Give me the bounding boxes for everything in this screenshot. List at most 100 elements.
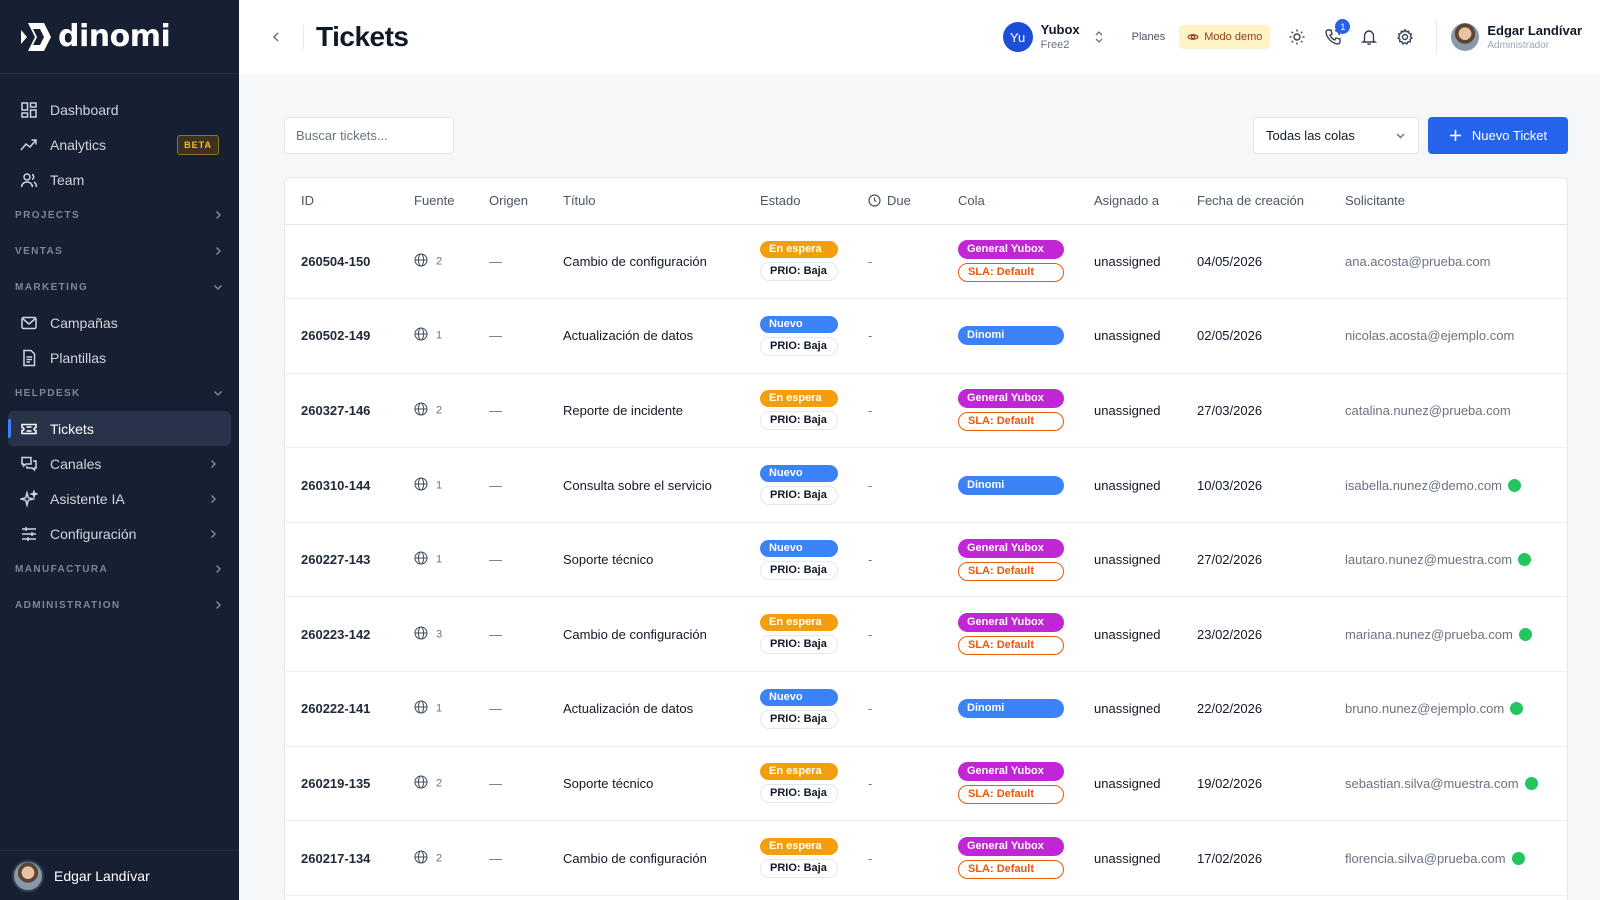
priority-badge: PRIO: Baja (760, 635, 838, 655)
section-manufactura[interactable]: MANUFACTURA (8, 551, 231, 587)
requester-email: mariana.nunez@prueba.com (1345, 626, 1513, 642)
ticket-title[interactable]: Cambio de configuración (563, 626, 707, 642)
ticket-queue-cell: General Yubox SLA: Default (942, 224, 1078, 299)
ticket-queue-cell: General Yubox SLA: Default (942, 746, 1078, 821)
ticket-id[interactable]: 260502-149 (301, 328, 371, 344)
ticket-title[interactable]: Soporte técnico (563, 552, 654, 568)
column-header-origen[interactable]: Origen (473, 178, 547, 225)
table-row[interactable]: 260223-142 3 — Cambio de configuración E… (285, 597, 1567, 672)
section-label: ADMINISTRATION (15, 599, 121, 611)
ticket-created-date: 17/02/2026 (1197, 850, 1263, 866)
user-menu[interactable]: Edgar Landívar Administrador (1436, 20, 1582, 54)
section-helpdesk[interactable]: HELPDESK (8, 375, 231, 411)
table-row[interactable]: 260504-150 2 — Cambio de configuración E… (285, 224, 1567, 299)
sidebar-item-configuracion[interactable]: Configuración (8, 516, 231, 551)
chevron-right-icon (210, 494, 217, 503)
ticket-assignee: unassigned (1094, 626, 1161, 642)
source-count: 2 (436, 404, 443, 417)
tickets-table: ID Fuente Origen Título Estado Due Cola … (284, 177, 1568, 900)
theme-toggle[interactable] (1288, 28, 1306, 46)
ticket-id[interactable]: 260223-142 (301, 626, 371, 642)
priority-badge: PRIO: Baja (760, 486, 838, 506)
online-status-dot (1508, 478, 1522, 492)
online-status-dot (1518, 553, 1532, 567)
sidebar-item-tickets[interactable]: Tickets (8, 411, 231, 446)
ticket-id[interactable]: 260227-143 (301, 552, 371, 568)
table-row[interactable]: 260222-141 1 — Actualización de datos Nu… (285, 672, 1567, 747)
column-header-estado[interactable]: Estado (744, 178, 852, 225)
queue-filter-select[interactable]: Todas las colas (1253, 117, 1419, 154)
table-row[interactable]: 260502-149 1 — Actualización de datos Nu… (285, 299, 1567, 374)
ticket-requester: mariana.nunez@prueba.com (1329, 597, 1567, 672)
org-avatar: Yu (1002, 22, 1033, 52)
chat-icon (21, 456, 37, 472)
gear-icon (1397, 28, 1414, 45)
ticket-id[interactable]: 260310-144 (301, 477, 371, 493)
sidebar-item-dashboard[interactable]: Dashboard (8, 92, 231, 127)
sidebar-item-campanas[interactable]: Campañas (8, 305, 231, 340)
column-header-cola[interactable]: Cola (942, 178, 1078, 225)
column-header-fecha[interactable]: Fecha de creación (1181, 178, 1329, 225)
ticket-id[interactable]: 260219-135 (301, 775, 371, 791)
ticket-title[interactable]: Actualización de datos (563, 701, 694, 717)
ticket-id[interactable]: 260217-134 (301, 850, 371, 866)
calls-button[interactable]: 1 (1324, 19, 1351, 46)
chevron-right-icon (215, 564, 222, 574)
column-header-fuente[interactable]: Fuente (398, 178, 473, 225)
column-header-asignado[interactable]: Asignado a (1078, 178, 1181, 225)
sidebar-item-team[interactable]: Team (8, 162, 231, 197)
brand-logo[interactable]: dinomi (0, 0, 239, 74)
ticket-id[interactable]: 260327-146 (301, 402, 371, 418)
requester-email: bruno.nunez@ejemplo.com (1345, 701, 1505, 717)
sidebar-nav: Dashboard Analytics BETA Team PROJECTS V… (0, 74, 239, 623)
ticket-requester: catalina.nunez@prueba.com (1329, 373, 1567, 448)
column-header-solicitante[interactable]: Solicitante (1329, 178, 1567, 225)
section-label: HELPDESK (15, 387, 81, 399)
search-input[interactable] (284, 117, 454, 154)
sla-badge: SLA: Default (958, 860, 1064, 880)
ticket-title[interactable]: Soporte técnico (563, 775, 654, 791)
calls-count-badge: 1 (1335, 19, 1351, 34)
ticket-title[interactable]: Reporte de incidente (563, 402, 683, 418)
sidebar-item-canales[interactable]: Canales (8, 446, 231, 481)
ticket-title[interactable]: Consulta sobre el servicio (563, 477, 712, 493)
section-projects[interactable]: PROJECTS (8, 197, 231, 233)
table-row[interactable]: 260327-146 2 — Reporte de incidente En e… (285, 373, 1567, 448)
ticket-created-date: 22/02/2026 (1197, 701, 1263, 717)
ticket-title[interactable]: Cambio de configuración (563, 253, 707, 269)
column-header-due[interactable]: Due (852, 178, 942, 225)
notifications-button[interactable] (1360, 28, 1378, 46)
requester-email: ana.acosta@prueba.com (1345, 253, 1491, 269)
sidebar-item-analytics[interactable]: Analytics BETA (8, 127, 231, 162)
new-ticket-button[interactable]: Nuevo Ticket (1428, 117, 1568, 154)
org-switcher[interactable]: Yu Yubox Free2 (1002, 22, 1104, 52)
chevron-left-icon[interactable] (269, 30, 283, 44)
ticket-title[interactable]: Cambio de configuración (563, 850, 707, 866)
sidebar-item-label: Dashboard (50, 101, 119, 118)
planes-link[interactable]: Planes (1131, 31, 1166, 43)
table-row[interactable]: 260219-135 2 — Soporte técnico En espera… (285, 746, 1567, 821)
team-icon (20, 172, 38, 187)
ticket-status-cell: Nuevo PRIO: Baja (744, 522, 852, 597)
status-badge: Nuevo (760, 465, 838, 483)
sidebar-item-asistente-ia[interactable]: Asistente IA (8, 481, 231, 516)
table-row[interactable]: 260310-144 1 — Consulta sobre el servici… (285, 448, 1567, 523)
column-header-titulo[interactable]: Título (547, 178, 744, 225)
ticket-id[interactable]: 260504-150 (301, 253, 371, 269)
section-ventas[interactable]: VENTAS (8, 233, 231, 269)
section-marketing[interactable]: MARKETING (8, 269, 231, 305)
demo-mode-badge[interactable]: Modo demo (1179, 25, 1271, 49)
status-badge: En espera (760, 241, 838, 259)
table-row[interactable]: 260217-134 2 — Cambio de configuración E… (285, 821, 1567, 896)
table-row[interactable]: 260227-143 1 — Soporte técnico Nuevo PRI… (285, 522, 1567, 597)
ticket-title[interactable]: Actualización de datos (563, 328, 694, 344)
queue-badge: General Yubox (958, 837, 1064, 857)
column-header-id[interactable]: ID (285, 178, 398, 225)
ticket-assignee: unassigned (1094, 253, 1161, 269)
settings-button[interactable] (1396, 28, 1414, 46)
ticket-id[interactable]: 260222-141 (301, 701, 371, 717)
chevron-down-icon (1396, 133, 1405, 139)
section-administration[interactable]: ADMINISTRATION (8, 587, 231, 623)
sidebar-user-menu[interactable]: Edgar Landívar (0, 850, 239, 900)
sidebar-item-plantillas[interactable]: Plantillas (8, 340, 231, 375)
